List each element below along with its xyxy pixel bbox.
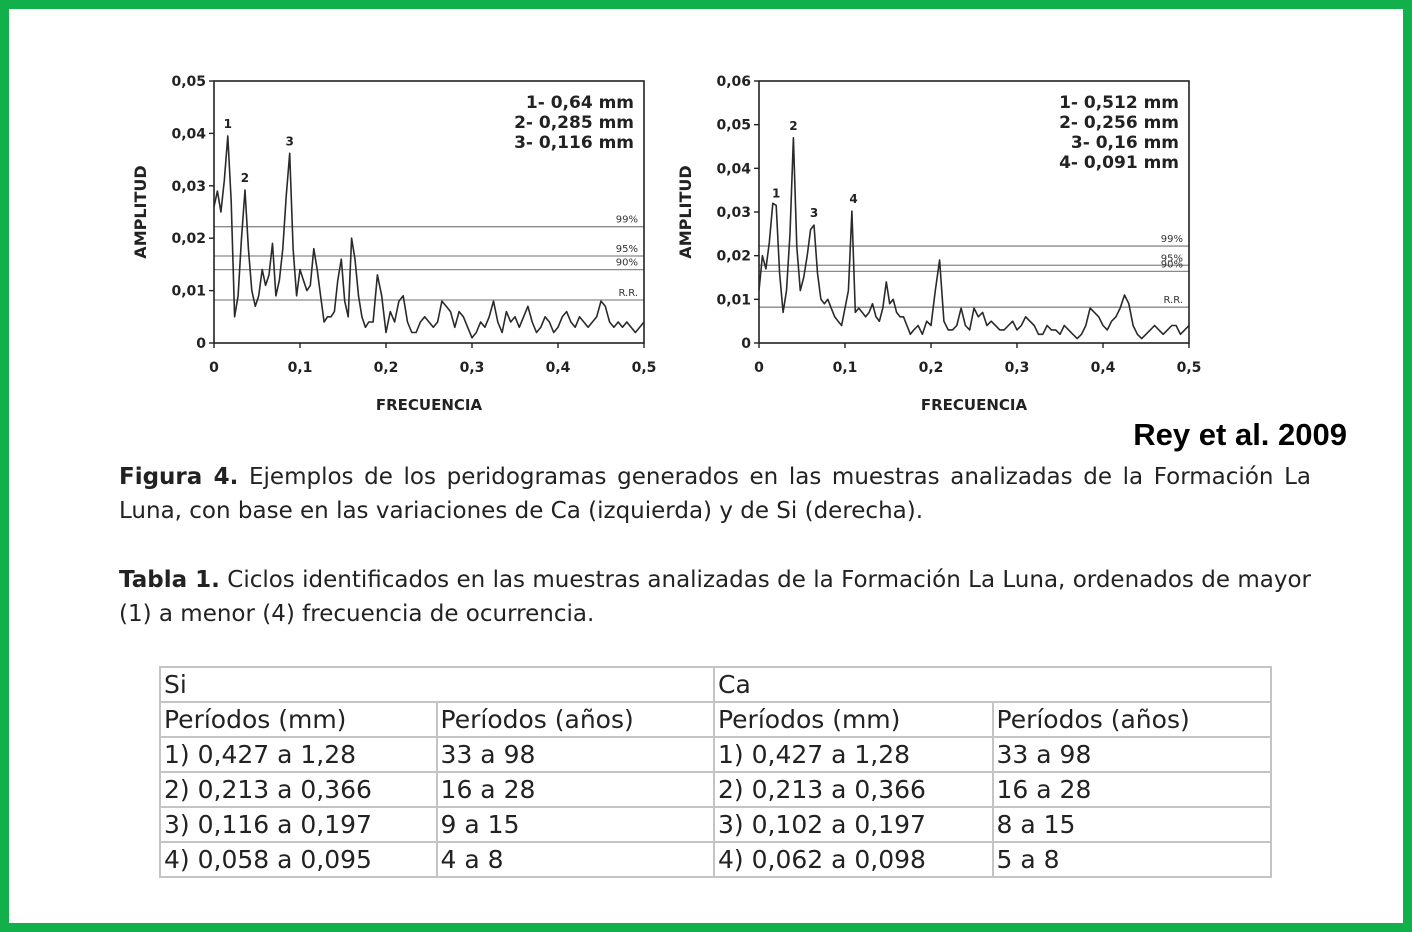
table-cell: 3) 0,116 a 0,197 xyxy=(159,806,438,843)
x-tick-label: 0,3 xyxy=(460,360,485,376)
x-tick-label: 0 xyxy=(754,360,764,376)
peak-label: 1 xyxy=(772,186,780,200)
table-cell: 2) 0,213 a 0,366 xyxy=(159,771,438,808)
legend-entry: 3- 0,116 mm xyxy=(514,133,634,153)
y-axis-label: AMPLITUD xyxy=(676,165,695,258)
legend-entry: 1- 0,512 mm xyxy=(1059,93,1179,113)
threshold-label: 90% xyxy=(616,258,638,269)
table-cell: 2) 0,213 a 0,366 xyxy=(712,771,994,808)
table-cell: 4 a 8 xyxy=(435,841,715,878)
threshold-label: 95% xyxy=(616,244,638,255)
figure-caption-label: Figura 4. xyxy=(119,464,239,490)
x-tick-label: 0,3 xyxy=(1005,360,1030,376)
table-row: 2) 0,213 a 0,366 16 a 28 2) 0,213 a 0,36… xyxy=(159,771,1273,808)
y-axis-label: AMPLITUD xyxy=(131,165,150,258)
y-tick-label: 0,02 xyxy=(171,231,206,247)
x-tick-label: 0,4 xyxy=(546,360,571,376)
table-cell: 33 a 98 xyxy=(435,736,715,773)
header-cell: Períodos (años) xyxy=(435,701,715,738)
x-axis-label: FRECUENCIA xyxy=(376,396,483,414)
x-tick-label: 0,1 xyxy=(288,360,313,376)
table-row: 4) 0,058 a 0,095 4 a 8 4) 0,062 a 0,098 … xyxy=(159,841,1273,878)
x-tick-label: 0,4 xyxy=(1091,360,1116,376)
table-cell: 33 a 98 xyxy=(991,736,1273,773)
x-tick-label: 0,5 xyxy=(1177,360,1202,376)
y-tick-label: 0 xyxy=(741,336,751,352)
table-cell: 3) 0,102 a 0,197 xyxy=(712,806,994,843)
legend-entry: 2- 0,256 mm xyxy=(1059,113,1179,133)
y-tick-label: 0 xyxy=(196,336,206,352)
y-tick-label: 0,03 xyxy=(171,179,206,195)
peak-label: 1 xyxy=(224,117,232,131)
group-si: Si xyxy=(159,666,715,703)
peak-label: 2 xyxy=(789,119,797,133)
table-cell: 16 a 28 xyxy=(991,771,1273,808)
header-cell: Períodos (mm) xyxy=(712,701,994,738)
y-tick-label: 0,06 xyxy=(716,74,751,90)
table-cell: 9 a 15 xyxy=(435,806,715,843)
table-header-row: Períodos (mm) Períodos (años) Períodos (… xyxy=(159,701,1273,738)
x-tick-label: 0,2 xyxy=(919,360,944,376)
figure-caption: Figura 4. Ejemplos de los peridogramas g… xyxy=(119,460,1311,528)
table-cell: 4) 0,062 a 0,098 xyxy=(712,841,994,878)
table-cell: 16 a 28 xyxy=(435,771,715,808)
table-caption-text: Ciclos identificados en las muestras ana… xyxy=(119,567,1311,627)
chart-si: 99% 95% 90% R.R. 0 0,01 0,02 0,03 0,04 0,05 0,06 0 0… xyxy=(664,64,1224,429)
threshold-label: 99% xyxy=(1161,234,1183,245)
threshold-label: 95% xyxy=(1161,253,1183,264)
threshold-label: R.R. xyxy=(1163,295,1183,306)
threshold-label: R.R. xyxy=(618,288,638,299)
x-axis-label: FRECUENCIA xyxy=(921,396,1028,414)
y-tick-label: 0,04 xyxy=(716,161,751,177)
table-row: 1) 0,427 a 1,28 33 a 98 1) 0,427 a 1,28 … xyxy=(159,736,1273,773)
cycles-table: Si Ca Períodos (mm) Períodos (años) Perí… xyxy=(159,666,1273,878)
periodogram-ca: 99% 95% 90% R.R. 0 0,01 0,02 0,03 0,04 0,05 0 0,1 0,… xyxy=(131,74,657,414)
legend-entry: 3- 0,16 mm xyxy=(1071,133,1179,153)
y-tick-label: 0,02 xyxy=(716,249,751,265)
legend-entry: 4- 0,091 mm xyxy=(1059,153,1179,173)
x-tick-label: 0,5 xyxy=(632,360,657,376)
periodogram-si: 99% 95%90% R.R. 0 0,01 0,02 0,03 0,04 0,05 0,06 0 0… xyxy=(676,74,1202,414)
table-cell: 1) 0,427 a 1,28 xyxy=(159,736,438,773)
x-tick-label: 0 xyxy=(209,360,219,376)
series-line xyxy=(758,137,1190,340)
threshold-label: 90% xyxy=(1161,259,1183,270)
attribution: Rey et al. 2009 xyxy=(1133,417,1347,452)
y-tick-label: 0,05 xyxy=(716,118,751,134)
table-group-row: Si Ca xyxy=(159,666,1273,703)
header-cell: Períodos (mm) xyxy=(159,701,438,738)
y-tick-label: 0,04 xyxy=(171,126,206,142)
plot-frame xyxy=(213,80,645,344)
y-tick-label: 0,01 xyxy=(171,284,206,300)
legend-entry: 2- 0,285 mm xyxy=(514,113,634,133)
y-tick-label: 0,05 xyxy=(171,74,206,90)
table-cell: 4) 0,058 a 0,095 xyxy=(159,841,438,878)
legend-entry: 1- 0,64 mm xyxy=(526,93,634,113)
figure-caption-text: Ejemplos de los peridogramas generados e… xyxy=(119,464,1312,524)
group-ca: Ca xyxy=(712,666,1273,703)
x-tick-label: 0,1 xyxy=(833,360,858,376)
x-tick-label: 0,2 xyxy=(374,360,399,376)
peak-label: 4 xyxy=(849,192,857,206)
table-cell: 1) 0,427 a 1,28 xyxy=(712,736,994,773)
series-line xyxy=(213,135,645,339)
peak-label: 3 xyxy=(810,206,818,220)
header-cell: Períodos (años) xyxy=(991,701,1273,738)
table-caption-label: Tabla 1. xyxy=(119,567,220,593)
y-tick-label: 0,01 xyxy=(716,292,751,308)
peak-label: 2 xyxy=(241,171,249,185)
y-tick-label: 0,03 xyxy=(716,205,751,221)
threshold-label: 99% xyxy=(616,215,638,226)
table-cell: 5 a 8 xyxy=(991,841,1273,878)
table-caption: Tabla 1. Ciclos identificados en las mue… xyxy=(119,563,1311,631)
table-cell: 8 a 15 xyxy=(991,806,1273,843)
peak-label: 3 xyxy=(286,134,294,148)
table-row: 3) 0,116 a 0,197 9 a 15 3) 0,102 a 0,197… xyxy=(159,806,1273,843)
chart-ca: 99% 95% 90% R.R. 0 0,01 0,02 0,03 0,04 0,05 0 0,1 0,… xyxy=(119,64,679,429)
